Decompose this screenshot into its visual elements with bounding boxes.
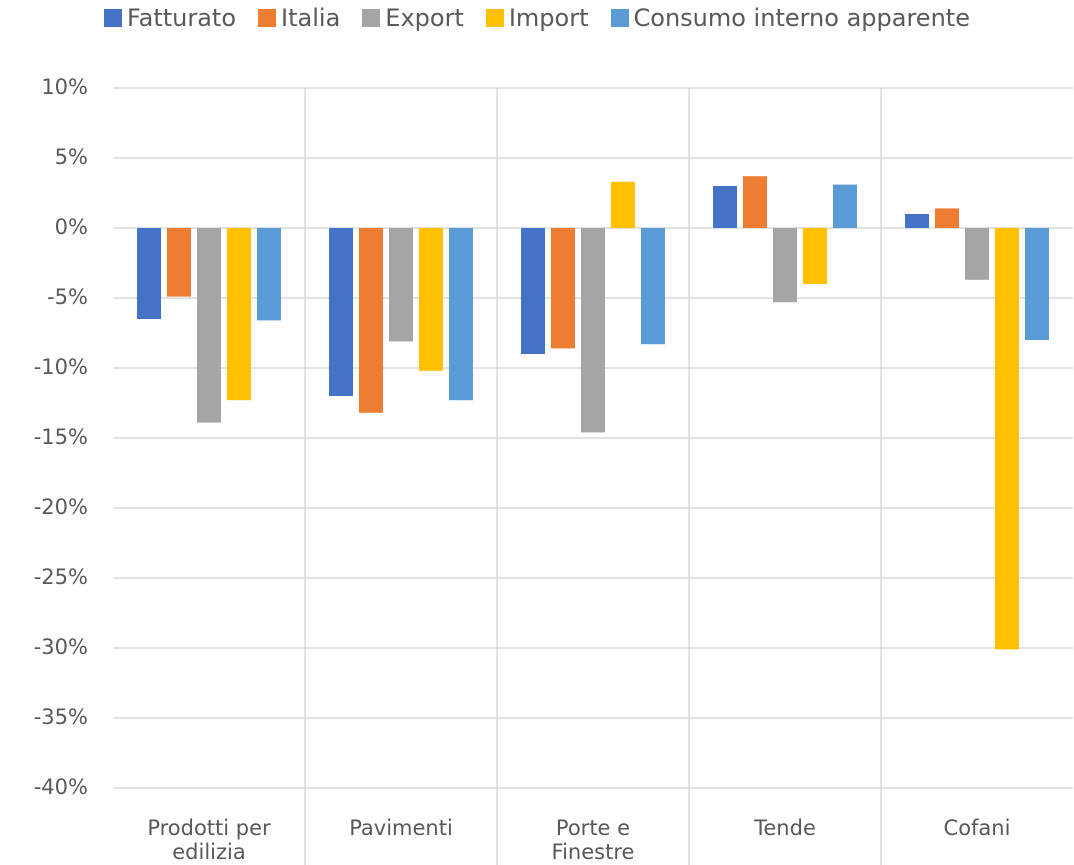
y-tick-label: -35% [34, 705, 88, 729]
legend-item: Italia [258, 4, 340, 32]
bar [551, 228, 575, 349]
legend-label: Italia [281, 4, 341, 32]
bar [611, 181, 635, 228]
bar [167, 228, 191, 297]
bar [521, 228, 545, 354]
bar [197, 228, 221, 423]
legend-swatch [104, 9, 123, 27]
y-tick-label: -5% [47, 285, 88, 309]
bar [257, 228, 281, 321]
bar [329, 228, 353, 396]
legend-item: Import [485, 4, 589, 32]
legend-swatch [362, 9, 381, 27]
legend-label: Fatturato [127, 4, 237, 32]
y-tick-label: 5% [55, 145, 88, 169]
x-tick-label: Pavimenti [349, 816, 453, 840]
bar [641, 228, 665, 345]
bar [419, 228, 443, 371]
bar [743, 176, 767, 228]
y-tick-label: -30% [34, 635, 88, 659]
legend-item: Consumo interno apparente [610, 4, 970, 32]
bar [905, 214, 929, 228]
legend-item: Export [362, 4, 464, 32]
legend-swatch [485, 9, 504, 27]
legend-label: Import [508, 4, 589, 32]
bar [227, 228, 251, 401]
bar [713, 186, 737, 228]
bar [137, 228, 161, 319]
legend-item: Fatturato [104, 4, 236, 32]
y-tick-label: -25% [34, 565, 88, 589]
legend-swatch [610, 9, 629, 27]
bar [833, 184, 857, 228]
legend-label: Consumo interno apparente [633, 4, 970, 32]
bar [965, 228, 989, 280]
x-tick-label: Porte e Finestre [551, 816, 635, 864]
y-tick-label: -20% [34, 495, 88, 519]
bar [803, 228, 827, 284]
y-tick-label: 0% [55, 215, 88, 239]
bar [359, 228, 383, 413]
y-tick-label: -10% [34, 355, 88, 379]
legend-swatch [258, 9, 277, 27]
y-tick-label: 10% [41, 75, 88, 99]
bar [449, 228, 473, 401]
bar [773, 228, 797, 303]
legend: Fatturato Italia Export Import Consumo inter… [0, 4, 1074, 32]
y-tick-label: -40% [34, 775, 88, 799]
x-tick-label: Tende [754, 816, 816, 840]
bar [1025, 228, 1049, 340]
bar [935, 208, 959, 228]
x-tick-label: Prodotti per edilizia [147, 816, 271, 864]
y-tick-label: -15% [34, 425, 88, 449]
x-tick-label: Cofani [943, 816, 1011, 840]
bar [581, 228, 605, 433]
bar [995, 228, 1019, 650]
legend-label: Export [385, 4, 464, 32]
bar [389, 228, 413, 342]
